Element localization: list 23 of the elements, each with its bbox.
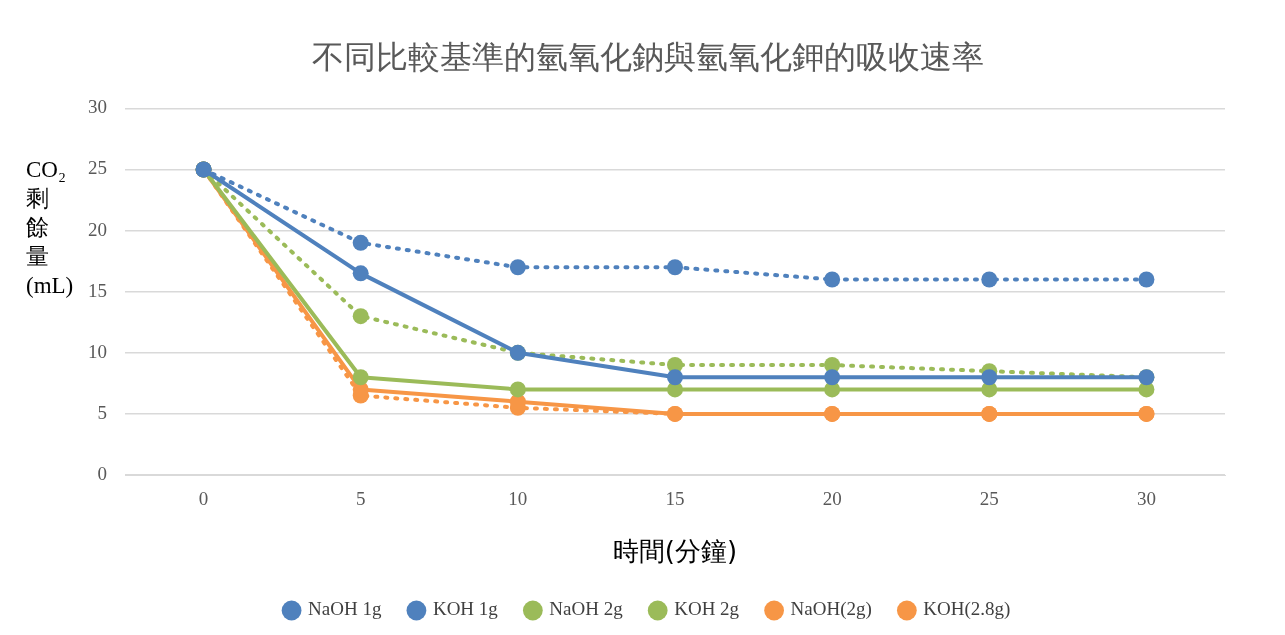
legend-label: KOH(2.8g) [923,598,1011,621]
x-tick-label: 5 [355,488,366,510]
legend-label: KOH 1g [432,598,499,620]
x-axis-title: 時間(分鐘) [612,536,738,567]
x-tick-label: 25 [979,488,999,510]
x-tick-label: 30 [1136,488,1156,510]
x-tick-label: 20 [822,488,842,510]
y-axis-title: CO₂剩餘量(mL) [26,156,74,300]
y-tick-label: 30 [88,96,107,118]
x-tick-label: 15 [665,488,685,510]
y-tick-label: 15 [88,279,107,301]
legend-label: NaOH 2g [549,598,624,620]
legend-label: NaOH(2g) [790,598,872,621]
y-tick-label: 25 [88,157,107,179]
x-tick-label: 0 [198,488,209,510]
y-tick-label: 20 [88,218,107,240]
x-tick-label: 10 [508,488,528,510]
y-tick-label: 5 [97,401,107,423]
y-tick-label: 0 [97,462,107,484]
legend-label: KOH 2g [674,598,740,620]
chart-title: 不同比較基準的氫氧化鈉與氫氧化鉀的吸收速率 [311,37,984,76]
y-tick-label: 10 [88,340,107,362]
legend-label: NaOH 1g [308,598,382,620]
